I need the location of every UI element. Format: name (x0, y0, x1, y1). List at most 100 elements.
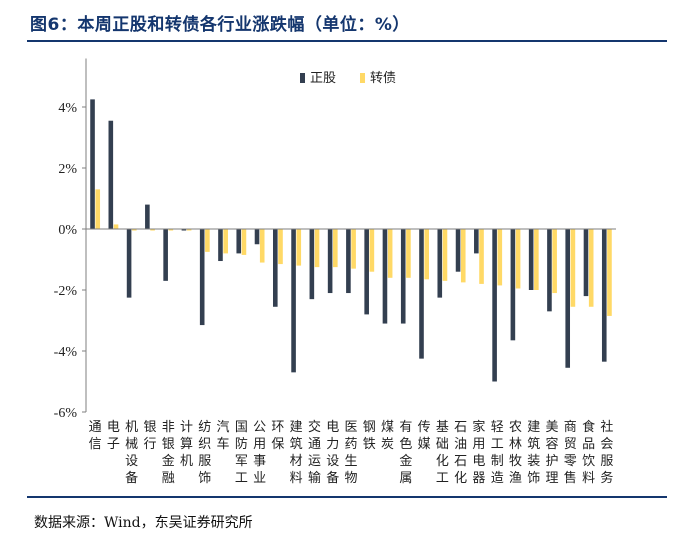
legend-label-stock: 正股 (310, 71, 336, 86)
bar-stock (90, 99, 95, 229)
bar-stock (126, 229, 132, 298)
bar-bond (515, 229, 521, 289)
x-tick-label: 轻工制造 (491, 420, 504, 486)
bar-stock (474, 229, 479, 254)
y-tick-label: -6% (54, 406, 78, 421)
x-tick-label: 社会服务 (600, 419, 613, 486)
bar-bond (150, 229, 155, 231)
legend-swatch-bond (360, 73, 365, 83)
x-tick-label: 机械设备 (125, 420, 138, 486)
y-tick-label: -4% (54, 345, 78, 360)
x-tick-label: 医药生物 (344, 420, 357, 486)
bar-bond (205, 229, 210, 252)
bar-bond (479, 229, 484, 284)
bar-stock (199, 229, 205, 326)
x-tick-label: 建筑装饰 (527, 420, 540, 486)
x-tick-label: 电子 (107, 420, 120, 452)
bar-bond (460, 229, 466, 283)
bar-stock (547, 229, 552, 312)
y-tick-label: -2% (54, 284, 78, 299)
bar-bond (570, 229, 576, 307)
top-rule (27, 40, 667, 42)
bar-stock (528, 229, 534, 290)
y-tick-label: 0% (58, 223, 77, 238)
x-tick-label: 农林牧渔 (509, 420, 522, 486)
y-tick-label: 4% (58, 101, 77, 116)
x-tick-label: 计算机 (180, 420, 193, 469)
bar-bond (259, 229, 265, 263)
bar-stock (583, 229, 589, 297)
bar-stock (419, 229, 424, 359)
bar-bond (387, 229, 393, 278)
bar-bond (241, 229, 247, 255)
x-tick-label: 钢铁 (363, 420, 376, 452)
bar-stock (364, 229, 369, 315)
x-tick-label: 银行 (143, 420, 156, 452)
source-note: 数据来源：Wind，东吴证券研究所 (34, 515, 253, 531)
bar-stock (309, 229, 315, 300)
bar-stock (400, 229, 406, 324)
bar-stock (236, 229, 242, 254)
bar-stock (145, 204, 150, 229)
x-tick-label: 环保 (271, 420, 284, 452)
x-tick-label: 美容护理 (546, 420, 559, 486)
x-tick-label: 煤炭 (381, 420, 394, 452)
bar-bond (351, 229, 356, 269)
bar-bond (406, 229, 411, 278)
legend-swatch-stock (300, 73, 305, 83)
bar-bond (186, 229, 192, 231)
bar-bond (369, 229, 375, 272)
bar-bond (95, 189, 101, 229)
bar-bond (497, 229, 503, 286)
x-tick-label: 石油石化 (454, 420, 467, 486)
bar-stock (437, 229, 443, 298)
bar-bond (607, 229, 612, 316)
bar-bond (552, 229, 557, 294)
x-tick-label: 建筑材料 (290, 420, 303, 486)
x-tick-label: 食品饮料 (582, 419, 595, 486)
y-tick-label: 2% (58, 162, 77, 177)
legend-label-bond: 转债 (370, 71, 396, 86)
bar-stock (455, 229, 461, 272)
x-tick-label: 国防军工 (235, 420, 248, 486)
bar-stock (163, 229, 168, 281)
x-tick-label: 通信 (89, 420, 102, 452)
bar-stock (565, 229, 571, 368)
x-tick-label: 交通运输 (308, 419, 321, 486)
bar-stock (254, 229, 260, 245)
bar-stock (382, 229, 388, 324)
bar-bond (442, 229, 448, 281)
bar-bond (424, 229, 430, 280)
x-tick-label: 公用事业 (253, 420, 266, 486)
bar-stock (327, 229, 333, 294)
bar-stock (272, 229, 278, 307)
bar-stock (218, 229, 223, 262)
x-tick-label: 电力设备 (326, 420, 339, 486)
x-tick-label: 纺织服饰 (198, 420, 211, 486)
bar-bond (278, 229, 283, 265)
bar-stock (291, 229, 296, 373)
bar-bond (588, 229, 594, 307)
x-tick-label: 有色金属 (399, 420, 412, 486)
x-tick-label: 传媒 (418, 420, 431, 452)
figure-title: 图6：本周正股和转债各行业涨跌幅（单位：%） (30, 15, 410, 35)
bar-stock (346, 229, 351, 294)
x-tick-label: 汽车 (217, 420, 230, 452)
bar-bond (314, 229, 320, 268)
x-tick-label: 基础化工 (436, 420, 449, 486)
x-tick-label: 非银金融 (162, 420, 175, 486)
bar-stock (108, 120, 114, 229)
bar-bond (333, 229, 338, 268)
bar-stock (510, 229, 516, 341)
bar-bond (223, 229, 228, 254)
bar-bond (534, 229, 539, 290)
bar-stock (181, 229, 187, 231)
bar-stock (601, 229, 607, 362)
bar-bond (113, 224, 119, 229)
x-tick-label: 商贸零售 (564, 420, 577, 486)
bar-stock (492, 229, 497, 382)
x-tick-label: 家用电器 (472, 419, 485, 486)
bar-bond (168, 229, 174, 231)
